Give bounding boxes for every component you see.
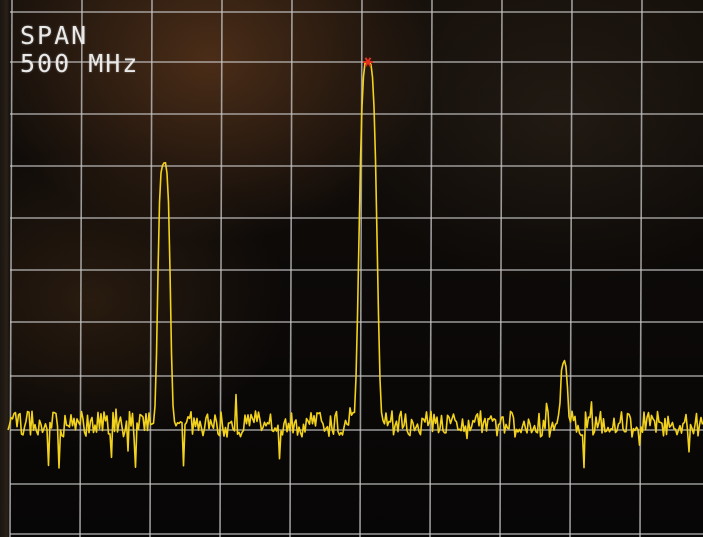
grid-line-vertical xyxy=(9,0,13,537)
grid-line-vertical xyxy=(219,0,223,537)
grid-line-vertical xyxy=(359,0,363,537)
grid-line-vertical xyxy=(499,0,503,537)
grid-line-vertical xyxy=(149,0,153,537)
grid-line-vertical xyxy=(79,0,83,537)
span-value: 500 MHz xyxy=(20,49,140,78)
screen-bezel xyxy=(0,0,10,537)
grid-line-vertical xyxy=(289,0,293,537)
grid-line-vertical xyxy=(429,0,433,537)
peak-marker-icon xyxy=(363,57,373,67)
spectrum-trace xyxy=(7,60,703,469)
grid-line-vertical xyxy=(639,0,643,537)
grid-line-vertical xyxy=(569,0,573,537)
span-label: SPAN xyxy=(20,21,89,50)
